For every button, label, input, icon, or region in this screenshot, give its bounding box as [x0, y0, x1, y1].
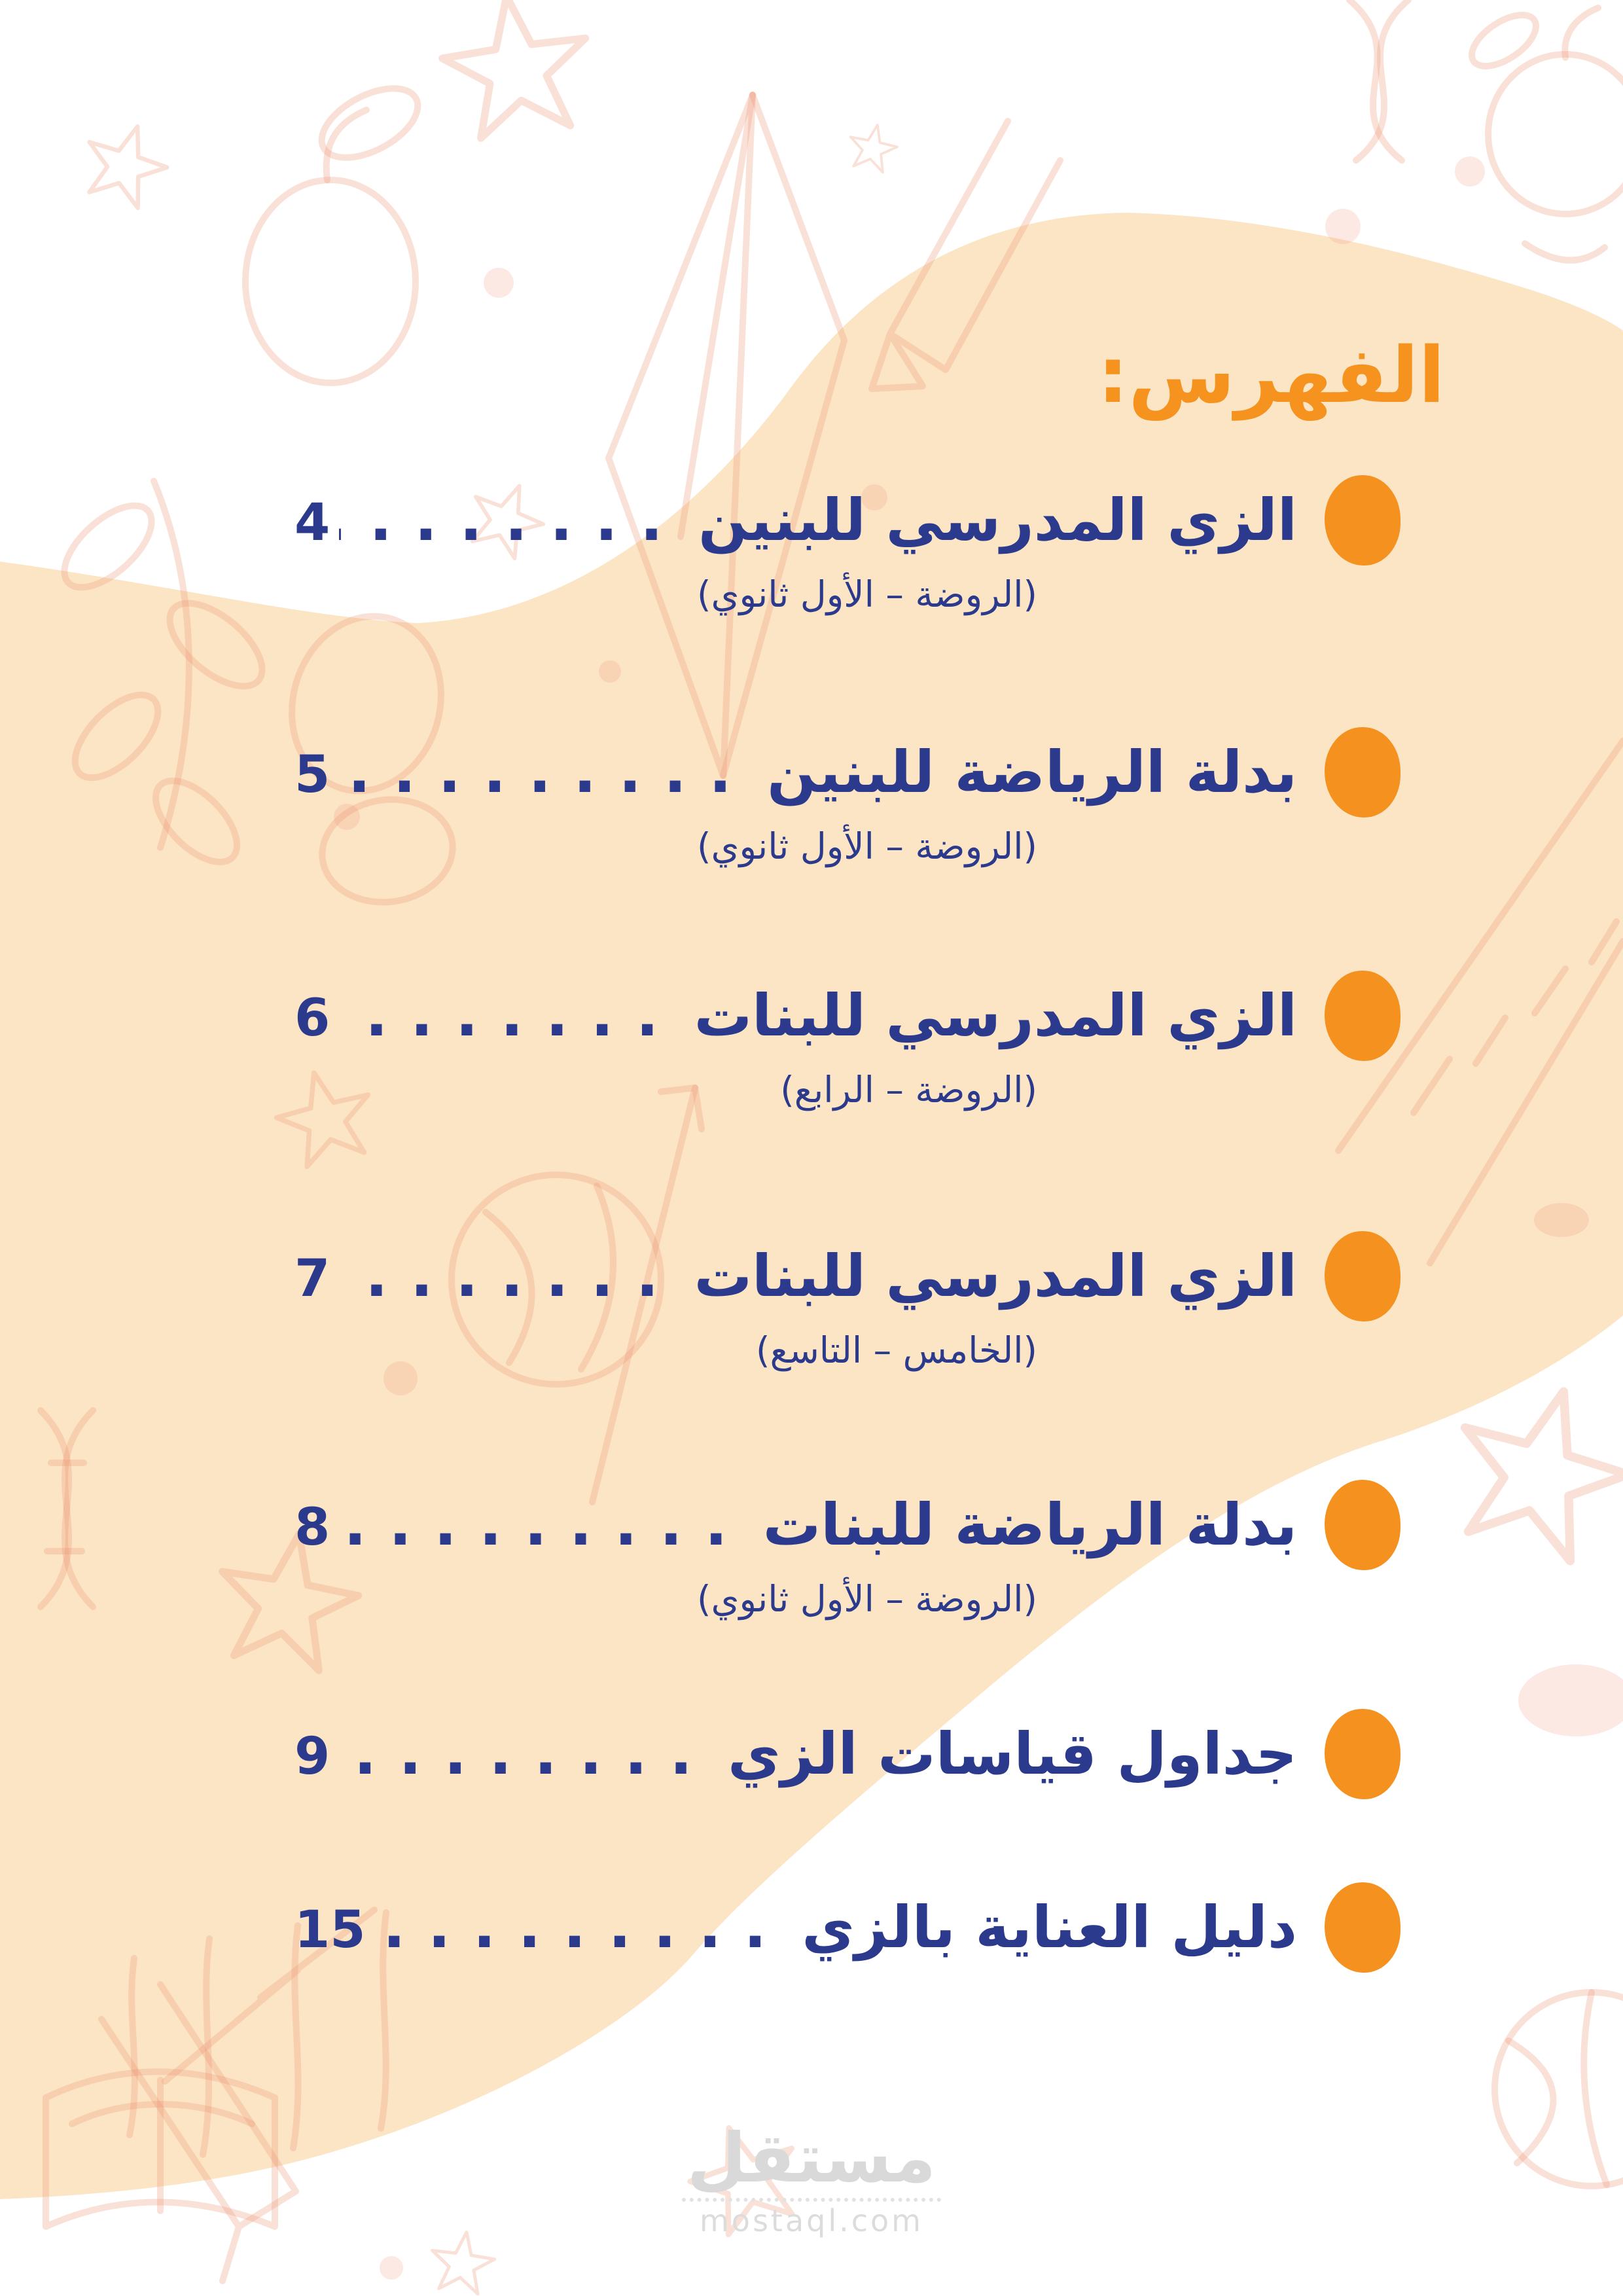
bullet-icon: [1325, 971, 1400, 1061]
toc-entry[interactable]: الزي المدرسي للبنين ........... 4 (الروض…: [294, 471, 1400, 615]
toc-entry-subtitle: (الروضة – الأول ثانوي): [696, 1578, 1037, 1620]
toc-entry[interactable]: جداول قياسات الزي ............. 9: [294, 1705, 1400, 1803]
doodle-apple-icon: [242, 85, 421, 386]
doodle-book-icon: [43, 2068, 278, 2230]
doodle-pencil-icon: [98, 1981, 299, 2284]
toc-page-number: 8: [294, 1498, 330, 1557]
watermark-logo: مستقل: [681, 2122, 942, 2202]
doodle-ruler-icon: [1335, 738, 1623, 1266]
doodle-apple-icon: [1469, 5, 1623, 264]
toc-page-number: 5: [294, 745, 330, 804]
toc-entry[interactable]: دليل العناية بالزي ............. 15: [294, 1878, 1400, 1977]
bullet-icon: [1325, 1709, 1400, 1799]
toc-entry-subtitle: (الخامس – التاسع): [755, 1329, 1037, 1371]
toc-entry[interactable]: بدلة الرياضة للبنين ............... 5 (ا…: [294, 723, 1400, 867]
doodle-lemon-icon: [289, 613, 456, 906]
toc-entry[interactable]: بدلة الرياضة للبنات ............. 8 (الر…: [294, 1476, 1400, 1620]
toc-entry-title: دليل العناية بالزي: [802, 1893, 1297, 1961]
bullet-icon: [1325, 1480, 1400, 1570]
bullet-icon: [1325, 475, 1400, 565]
doodle-pencil-icon: [868, 118, 1063, 392]
dotted-leader: .............: [375, 1892, 789, 1962]
toc-entry-title: جداول قياسات الزي: [728, 1720, 1297, 1787]
dotted-leader: ...........: [339, 1240, 681, 1310]
toc-entry-title: الزي المدرسي للبنات: [694, 1242, 1297, 1310]
toc-page-number: 6: [294, 989, 330, 1048]
dotted-leader: .............: [339, 1489, 750, 1559]
doodle-planet-icon: [448, 1085, 705, 1505]
doodle-dots: [334, 156, 1623, 2280]
toc-page-number: 7: [294, 1249, 330, 1308]
watermark: مستقل mostaql.com: [0, 2122, 1623, 2239]
toc-entry[interactable]: الزي المدرسي للبنات ........... 7 (الخام…: [294, 1227, 1400, 1371]
dotted-leader: ...........: [339, 980, 681, 1050]
doodle-paper-plane-icon: [605, 92, 847, 779]
bullet-icon: [1325, 727, 1400, 817]
dotted-leader: ...............: [339, 736, 755, 806]
toc-entry-title: الزي المدرسي للبنات: [694, 982, 1297, 1049]
toc-page-number: 9: [294, 1727, 330, 1786]
toc-entry-title: بدلة الرياضة للبنات: [762, 1491, 1297, 1558]
toc-page-number: 4: [294, 493, 330, 552]
page-title: الفهرس:: [1097, 330, 1445, 421]
bullet-icon: [1325, 1231, 1400, 1321]
doodle-grain-lines: [126, 1907, 389, 2158]
doodle-leaf-sprig-icon: [61, 478, 266, 865]
cream-blob: [0, 213, 1623, 2199]
toc-entry[interactable]: الزي المدرسي للبنات ........... 6 (الروض…: [294, 967, 1400, 1111]
doodle-ball-icon: [1491, 1989, 1623, 2189]
toc-entry-subtitle: (الروضة – الأول ثانوي): [696, 825, 1037, 867]
toc-entry-subtitle: (الروضة – الرابع): [780, 1069, 1037, 1111]
dotted-leader: ...........: [339, 484, 685, 554]
toc-page-number: 15: [294, 1901, 366, 1960]
bullet-icon: [1325, 1882, 1400, 1973]
dotted-leader: .............: [339, 1718, 715, 1788]
watermark-domain: mostaql.com: [700, 2203, 923, 2239]
toc-entry-title: الزي المدرسي للبنين: [698, 486, 1297, 554]
doodle-dna-icon: [37, 0, 1412, 1610]
toc-entry-subtitle: (الروضة – الأول ثانوي): [696, 573, 1037, 615]
toc-entry-title: بدلة الرياضة للبنين: [767, 738, 1297, 806]
